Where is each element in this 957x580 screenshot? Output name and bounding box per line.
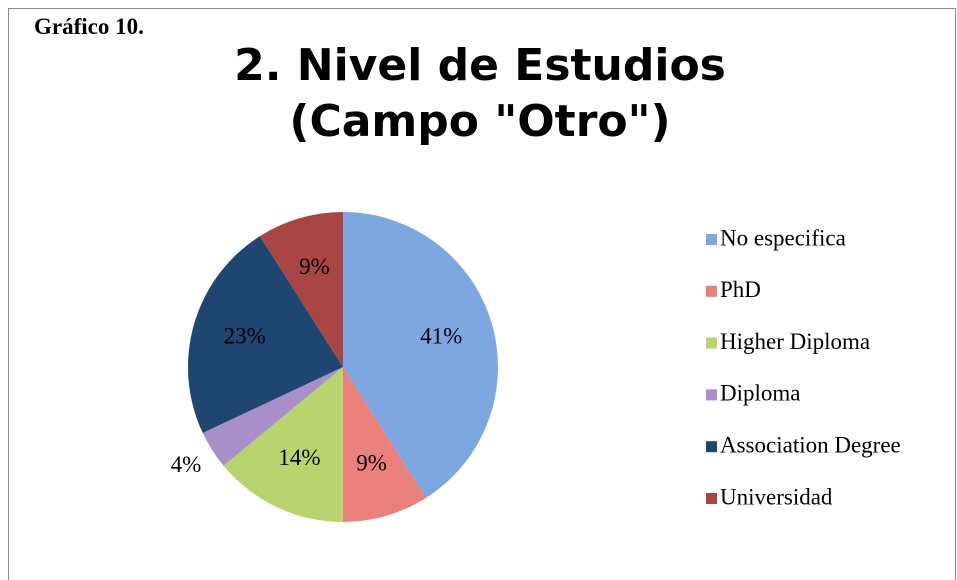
data-label: 41% <box>420 324 462 349</box>
chart-title: 2. Nivel de Estudios (Campo "Otro") <box>234 40 726 147</box>
pie-slice <box>223 367 343 522</box>
pie-slice <box>259 212 343 367</box>
legend-swatch <box>706 441 717 453</box>
pie-slice <box>343 367 427 522</box>
legend-swatch <box>706 493 717 504</box>
legend-label: PhD <box>720 277 761 302</box>
pie-slice <box>343 212 498 498</box>
data-label: 9% <box>299 254 330 279</box>
legend-label: No especifica <box>720 225 846 250</box>
legend-label: Association Degree <box>720 432 901 457</box>
legend-label: Universidad <box>720 484 833 509</box>
legend-label: Higher Diploma <box>720 329 870 354</box>
data-label: 9% <box>356 451 387 476</box>
data-label: 14% <box>278 445 320 470</box>
legend-swatch <box>706 389 717 401</box>
pie-slice <box>202 367 343 466</box>
legend-swatch <box>706 337 717 349</box>
data-label: 4% <box>171 452 202 477</box>
pie-slice <box>188 236 343 433</box>
chart-frame <box>8 8 956 580</box>
legend-label: Diploma <box>720 381 801 406</box>
data-label: 23% <box>224 324 266 349</box>
caption: Gráfico 10. <box>34 14 144 39</box>
legend-swatch <box>706 285 717 297</box>
legend-swatch <box>706 234 717 245</box>
